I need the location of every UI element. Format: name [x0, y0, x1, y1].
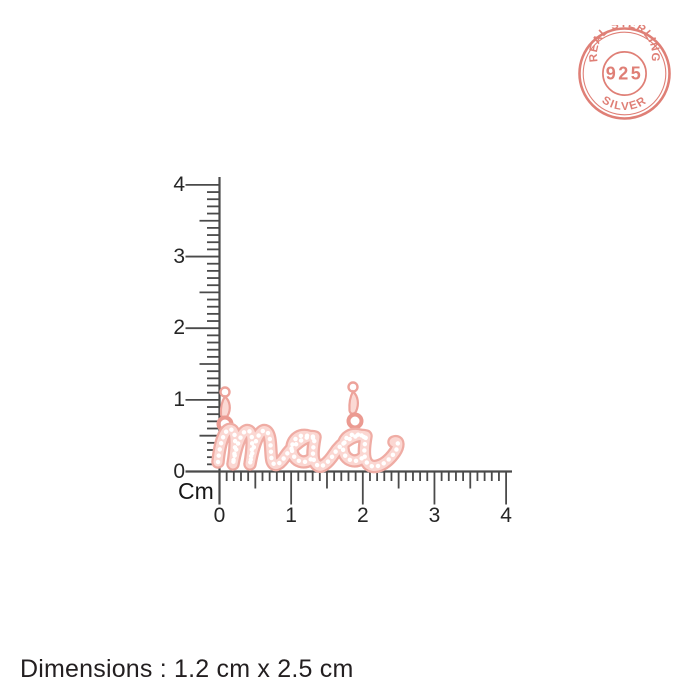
h-ruler-label-3: 3 [428, 504, 441, 527]
h-ruler-label-4: 4 [500, 504, 512, 527]
sterling-925-badge: REAL STERLING SILVER 925 [578, 25, 671, 120]
ruler-unit-label: Cm [178, 478, 214, 504]
badge-center-text: 925 [606, 64, 644, 84]
badge-bottom-text: SILVER [600, 94, 648, 113]
maa-pendant [211, 381, 405, 474]
badge-center-ring [602, 51, 647, 96]
v-ruler-label-1: 1 [173, 387, 185, 411]
h-ruler-label-1: 1 [285, 504, 297, 527]
pendant-word-script [211, 422, 405, 474]
v-ruler-label-3: 3 [173, 244, 185, 268]
v-ruler-label-4: 4 [173, 172, 185, 196]
h-ruler-label-0: 0 [213, 504, 226, 527]
svg-text:SILVER: SILVER [600, 94, 650, 113]
h-ruler-label-2: 2 [356, 504, 369, 527]
pave-stones [215, 427, 401, 469]
right-bail [346, 381, 364, 430]
dimensions-text: Dimensions : 1.2 cm x 2.5 cm [20, 655, 354, 683]
badge-outer-ring-inner-line [582, 31, 667, 116]
badge-outer-ring [578, 27, 671, 120]
v-ruler-label-2: 2 [173, 316, 185, 340]
v-ruler-label-0: 0 [173, 459, 185, 483]
